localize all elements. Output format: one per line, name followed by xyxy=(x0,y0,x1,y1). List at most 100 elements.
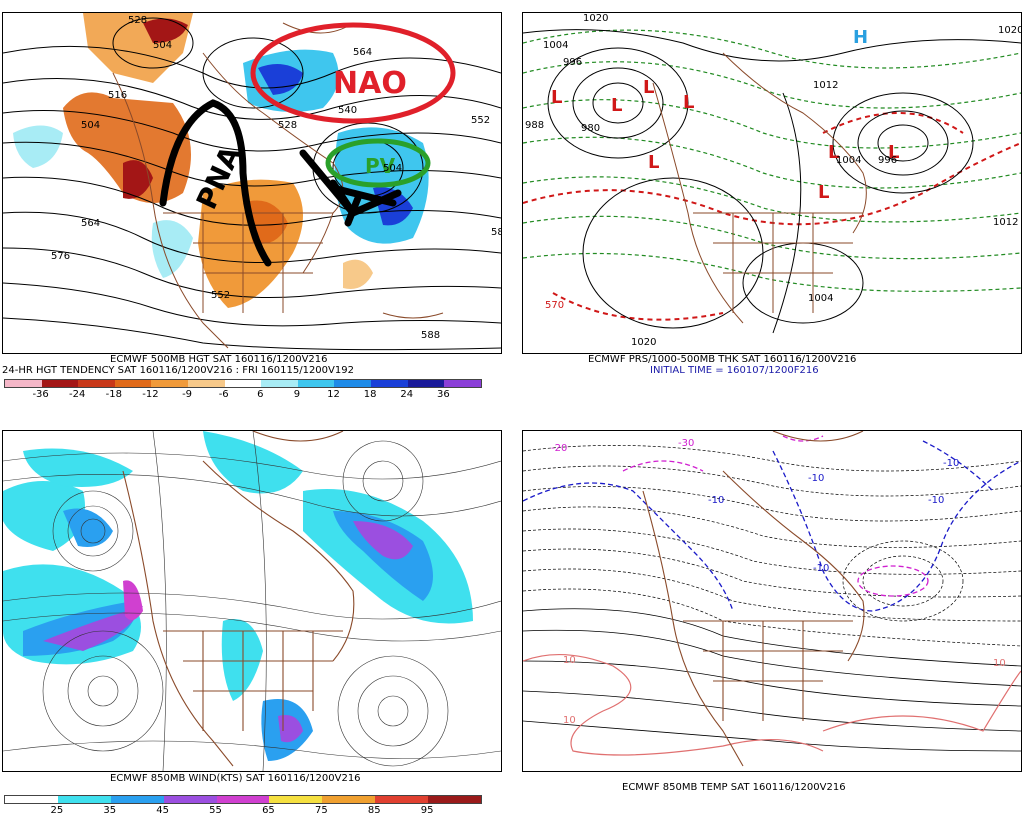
colorbar-swatch xyxy=(261,380,298,387)
low-center: L xyxy=(611,95,622,116)
temp-blue-contours xyxy=(523,440,1021,612)
colorbar-tick-label: 25 xyxy=(50,805,64,816)
isotherm-label: -10 xyxy=(708,495,724,506)
isotherm-label: 10 xyxy=(563,715,576,726)
colorbar-swatch xyxy=(188,380,225,387)
colorbar-tick-label: 75 xyxy=(314,805,328,816)
contour-label: 576 xyxy=(51,251,70,262)
contour-label: 516 xyxy=(108,90,127,101)
colorbar-tick-label: -36 xyxy=(32,389,49,400)
map-wind-svg xyxy=(3,431,501,771)
panel-500mb-height: NAO PNA PV 528 504 516 504 564 540 552 5… xyxy=(0,0,504,405)
colorbar-swatch xyxy=(444,380,481,387)
colorbar-swatch xyxy=(407,380,445,387)
wind-speed-colorbar xyxy=(4,795,482,804)
contour-label: 588 xyxy=(421,330,440,341)
colorbar-tick-label: 24 xyxy=(400,389,414,400)
colorbar-swatch xyxy=(269,796,323,803)
colorbar-swatch xyxy=(216,796,270,803)
isobar-label: 1004 xyxy=(836,155,861,166)
low-center: L xyxy=(888,142,899,163)
temp-magenta-contours xyxy=(622,435,929,597)
colorbar-swatch xyxy=(5,380,42,387)
thickness-label: 570 xyxy=(545,300,564,311)
contour-label: 564 xyxy=(353,47,372,58)
isobar-labels: 1020 1004 996 988 980 1012 1020 1004 996… xyxy=(525,13,1021,348)
isotherm-label: 10 xyxy=(563,655,576,666)
contour-label: 528 xyxy=(128,15,147,26)
map-temp-svg: -20 -30 -10 -10 -10 -10 -10 10 10 10 xyxy=(523,431,1021,767)
map-pressure-thickness: L L L L L L L L H 1020 1004 996 988 980 … xyxy=(522,12,1022,354)
isobar-label: 1004 xyxy=(543,40,568,51)
colorbar-swatch xyxy=(110,796,164,803)
isobar-label: 996 xyxy=(563,57,582,68)
colorbar-tick-label: -6 xyxy=(218,389,229,400)
colorbar-swatch xyxy=(151,380,189,387)
low-center: L xyxy=(648,152,659,173)
colorbar-swatch xyxy=(224,380,262,387)
colorbar-swatch xyxy=(41,380,79,387)
low-center: L xyxy=(828,142,839,163)
isotherm-label: -10 xyxy=(808,473,824,484)
isotherm-label: -30 xyxy=(678,438,694,449)
low-center: L xyxy=(683,92,694,113)
isobar-label: 988 xyxy=(525,120,544,131)
pna-ridge-arrow xyxy=(159,99,272,267)
contour-label: 58 xyxy=(491,227,501,238)
colorbar-swatch xyxy=(114,380,152,387)
panel-850mb-temp: -20 -30 -10 -10 -10 -10 -10 10 10 10 ECM… xyxy=(520,414,1024,819)
isobar-label: 1020 xyxy=(583,13,608,24)
isobar-label: 1012 xyxy=(813,80,838,91)
pressure-centers: L L L L L L L L H xyxy=(551,27,899,203)
colorbar-tick-label: -24 xyxy=(69,389,86,400)
coastlines xyxy=(122,431,355,767)
isotherm-label: -10 xyxy=(943,458,959,469)
isobar-label: 1020 xyxy=(998,25,1021,36)
colorbar-swatch xyxy=(297,380,335,387)
colorbar-tick-label: 18 xyxy=(363,389,377,400)
warm-isotherms xyxy=(523,608,1021,752)
thickness-contours xyxy=(523,29,1021,292)
caption-500mb-line2: 24-HR HGT TENDENCY SAT 160116/1200V216 :… xyxy=(2,365,354,376)
colorbar-swatch xyxy=(78,380,115,387)
hand-annotations xyxy=(159,22,456,267)
contour-label: 504 xyxy=(383,163,402,174)
cold-isotherms xyxy=(523,445,1021,647)
caption-pressure-line2: INITIAL TIME = 160107/1200F216 xyxy=(650,365,819,376)
colorbar-tick-label: -9 xyxy=(182,389,193,400)
colorbar-tick-label: 35 xyxy=(103,805,117,816)
map-500mb-height: NAO PNA PV 528 504 516 504 564 540 552 5… xyxy=(2,12,502,354)
map-500mb-svg: NAO PNA PV 528 504 516 504 564 540 552 5… xyxy=(3,13,501,351)
isotherm-label: 10 xyxy=(993,658,1006,669)
contour-label: 528 xyxy=(278,120,297,131)
panel-sea-level-pressure: L L L L L L L L H 1020 1004 996 988 980 … xyxy=(520,0,1024,405)
high-center: H xyxy=(853,27,868,48)
wind-speed-shading xyxy=(3,431,473,761)
caption-500mb-line1: ECMWF 500MB HGT SAT 160116/1200V216 xyxy=(110,354,328,365)
map-850mb-wind xyxy=(2,430,502,772)
colorbar-swatch xyxy=(322,796,376,803)
temp-pink-contours xyxy=(523,654,1021,756)
map-850mb-temp: -20 -30 -10 -10 -10 -10 -10 10 10 10 xyxy=(522,430,1022,772)
pv-circle xyxy=(325,138,431,188)
nao-annotation: NAO xyxy=(333,66,407,101)
isobar-label: 980 xyxy=(581,123,600,134)
contour-label: 552 xyxy=(211,290,230,301)
isotherm-label: -10 xyxy=(928,495,944,506)
colorbar-tick-label: 9 xyxy=(293,389,301,400)
contour-label: 540 xyxy=(338,105,357,116)
colorbar-tick-label: 6 xyxy=(257,389,264,400)
pv-annotation: PV xyxy=(365,154,396,178)
isobar-label: 1004 xyxy=(808,293,833,304)
colorbar-tick-label: -18 xyxy=(105,389,123,400)
colorbar-swatch xyxy=(57,796,111,803)
coastlines xyxy=(652,52,867,324)
caption-pressure-line1: ECMWF PRS/1000-500MB THK SAT 160116/1200… xyxy=(588,354,857,365)
colorbar-tick-label: 65 xyxy=(262,805,275,816)
contour-label: 504 xyxy=(81,120,100,131)
colorbar-swatch xyxy=(334,380,372,387)
low-center: L xyxy=(818,182,829,203)
isotherm-label: -10 xyxy=(813,563,829,574)
isotherm-label: -20 xyxy=(551,443,567,454)
colorbar-swatch xyxy=(163,796,217,803)
